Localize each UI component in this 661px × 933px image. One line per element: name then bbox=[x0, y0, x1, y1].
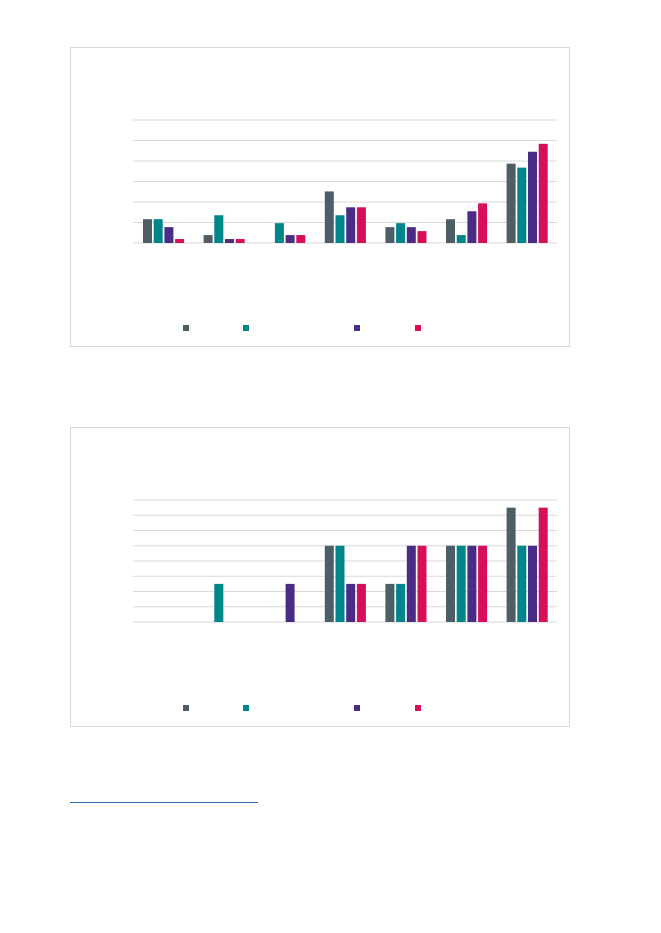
bar bbox=[517, 545, 527, 622]
bar bbox=[346, 583, 356, 622]
bar bbox=[478, 545, 488, 622]
bar-chart-2 bbox=[133, 499, 557, 711]
bar bbox=[214, 215, 224, 243]
bar bbox=[203, 235, 213, 243]
bar bbox=[406, 227, 416, 243]
bar bbox=[478, 203, 488, 243]
legend-swatch bbox=[183, 325, 189, 331]
bar bbox=[285, 235, 295, 243]
bar bbox=[346, 207, 356, 243]
bar bbox=[446, 545, 455, 622]
bar bbox=[175, 239, 185, 243]
bar bbox=[285, 583, 295, 622]
bar bbox=[296, 235, 306, 243]
bar bbox=[506, 507, 516, 622]
bar bbox=[528, 151, 537, 243]
bar bbox=[153, 219, 163, 243]
chart-panel-1 bbox=[70, 47, 570, 347]
legend-swatch bbox=[183, 705, 189, 711]
bar bbox=[396, 223, 406, 243]
bar bbox=[335, 545, 345, 622]
bar bbox=[467, 545, 477, 622]
bar bbox=[456, 545, 466, 622]
bar bbox=[356, 583, 366, 622]
bar bbox=[274, 223, 284, 243]
footnote-separator bbox=[70, 802, 258, 803]
legend-swatch bbox=[243, 705, 249, 711]
bar bbox=[417, 231, 427, 243]
bar bbox=[385, 583, 395, 622]
bar bbox=[164, 227, 174, 243]
bar bbox=[214, 583, 224, 622]
legend-swatch bbox=[354, 705, 360, 711]
bar bbox=[528, 545, 537, 622]
legend-swatch bbox=[243, 325, 249, 331]
bar bbox=[456, 235, 466, 243]
bar-chart-1 bbox=[133, 119, 557, 331]
bar bbox=[335, 215, 345, 243]
bar bbox=[235, 239, 245, 243]
legend-swatch bbox=[354, 325, 360, 331]
bar bbox=[517, 167, 527, 243]
bar bbox=[506, 163, 516, 243]
bar bbox=[467, 211, 477, 243]
bar bbox=[406, 545, 416, 622]
bar bbox=[356, 207, 366, 243]
bar bbox=[417, 545, 427, 622]
bar bbox=[446, 219, 455, 243]
legend-swatch bbox=[415, 325, 421, 331]
bar bbox=[538, 507, 548, 622]
bar bbox=[143, 219, 152, 243]
chart-panel-2 bbox=[70, 427, 570, 727]
bar bbox=[225, 239, 234, 243]
legend-swatch bbox=[415, 705, 421, 711]
bar bbox=[396, 583, 406, 622]
bar bbox=[385, 227, 395, 243]
bar bbox=[538, 143, 548, 243]
bar bbox=[324, 545, 334, 622]
bar bbox=[324, 191, 334, 243]
